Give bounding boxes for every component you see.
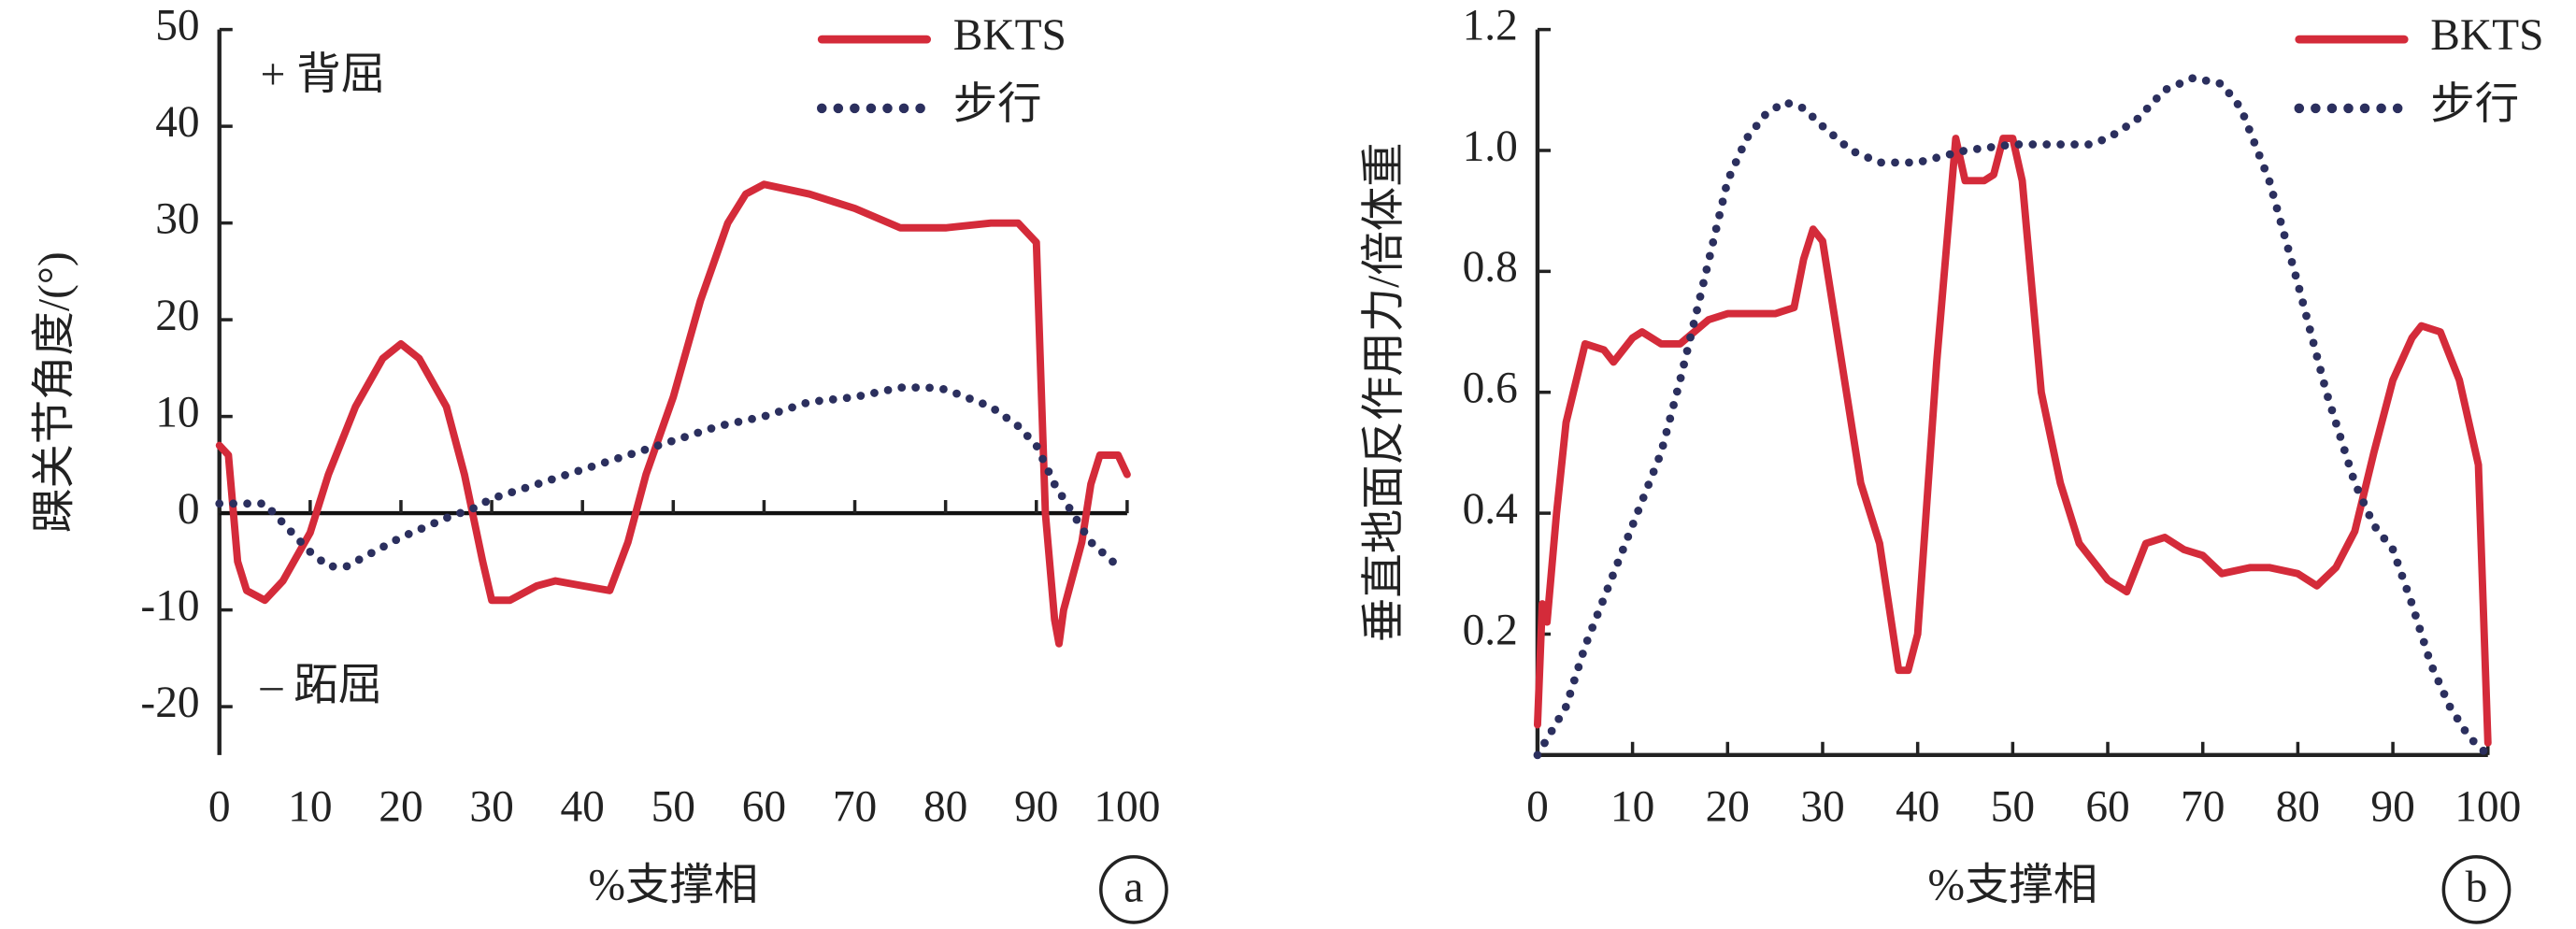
series-line (1533, 74, 2493, 760)
x-tick-label: 90 (2370, 782, 2414, 831)
y-tick-label: 30 (155, 194, 199, 243)
x-tick-label: 0 (208, 782, 231, 831)
x-axis-label: %支撑相 (588, 862, 758, 910)
y-tick-label: 1.0 (1463, 122, 1518, 171)
x-tick-label: 100 (2454, 782, 2521, 831)
y-tick-label: -20 (140, 679, 199, 727)
legend-label: BKTS (2430, 11, 2543, 60)
legend-label: 步行 (953, 80, 1042, 129)
x-tick-label: 20 (1706, 782, 1750, 831)
y-tick-label: 0 (178, 485, 200, 534)
panel-label: a (1123, 863, 1143, 911)
y-tick-label: 20 (155, 292, 199, 340)
x-tick-label: 60 (2085, 782, 2129, 831)
y-tick-label: 0.2 (1463, 606, 1518, 654)
y-axis-label: 垂直地面反作用力/倍体重 (1360, 142, 1409, 642)
x-tick-label: 30 (469, 782, 513, 831)
y-tick-label: 40 (155, 98, 199, 147)
y-tick-label: 10 (155, 388, 199, 436)
x-tick-label: 10 (288, 782, 332, 831)
y-tick-label: 0.4 (1463, 485, 1518, 534)
x-tick-label: 90 (1014, 782, 1058, 831)
y-tick-label: 0.6 (1463, 364, 1518, 413)
y-tick-label: -10 (140, 581, 199, 630)
x-tick-label: 70 (2181, 782, 2225, 831)
panel-circle (2441, 854, 2512, 924)
legend-label: BKTS (953, 11, 1066, 60)
series-line (215, 180, 1131, 648)
y-tick-label: 0.8 (1463, 243, 1518, 292)
x-tick-label: 50 (1991, 782, 2035, 831)
x-tick-label: 30 (1800, 782, 1844, 831)
x-tick-label: 20 (379, 782, 422, 831)
annotation: – 跖屈 (260, 661, 382, 709)
x-axis-label: %支撑相 (1927, 862, 2097, 910)
panel-label: b (2466, 863, 2488, 911)
x-tick-label: 40 (560, 782, 604, 831)
x-tick-label: 60 (742, 782, 786, 831)
y-axis-label: 踝关节角度/(°) (30, 251, 79, 533)
x-tick-label: 50 (651, 782, 695, 831)
x-tick-label: 70 (833, 782, 877, 831)
panel-circle (1099, 854, 1168, 924)
y-tick-label: 50 (155, 1, 199, 50)
x-tick-label: 80 (923, 782, 967, 831)
annotation: + 背屈 (261, 50, 385, 99)
x-tick-label: 10 (1610, 782, 1654, 831)
legend-label: 步行 (2430, 80, 2519, 129)
x-tick-label: 0 (1526, 782, 1549, 831)
x-tick-label: 40 (1896, 782, 1939, 831)
series-line (1533, 135, 2492, 747)
x-tick-label: 100 (1094, 782, 1160, 831)
y-tick-label: 1.2 (1463, 1, 1518, 50)
x-tick-label: 80 (2276, 782, 2320, 831)
